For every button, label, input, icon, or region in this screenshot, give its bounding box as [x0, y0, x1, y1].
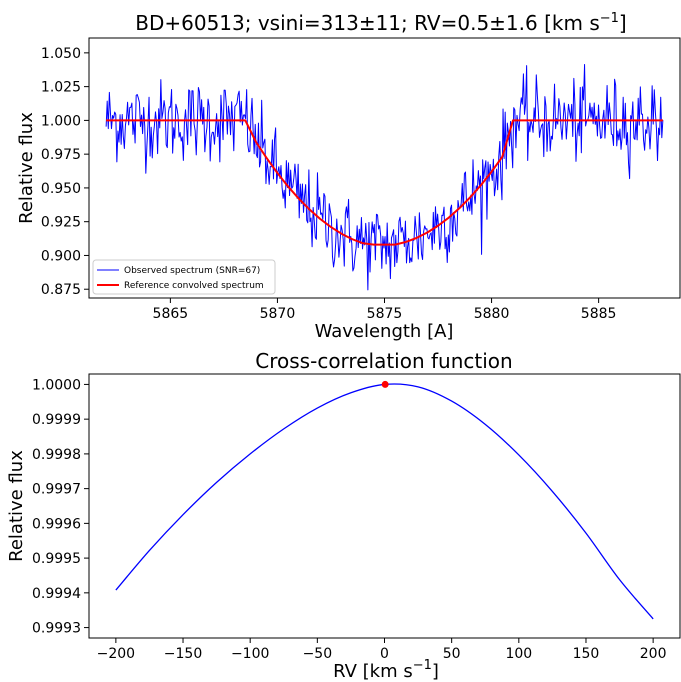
ccf-y-tick-label: 0.9993 [32, 621, 81, 637]
spectrum-y-tick-label: 0.875 [41, 282, 81, 298]
ccf-x-tick-label: 0 [380, 646, 389, 662]
ccf-x-axis-label: RV [km s−1] [333, 658, 439, 682]
spectrum-plot-area [105, 64, 664, 291]
ccf-y-tick-label: 0.9996 [32, 516, 81, 532]
spectrum-legend: Observed spectrum (SNR=67) Reference con… [92, 259, 276, 295]
ccf-y-tick-label: 0.9997 [32, 482, 81, 498]
spectrum-y-tick-label: 1.050 [41, 46, 81, 62]
ccf-peak-point [381, 380, 389, 388]
spectrum-axes-frame [88, 37, 681, 299]
ccf-ticks: −200 −150 −100 −50 0 50 100 150 200 0.9993 0.9994 0… [32, 377, 667, 662]
ccf-y-axis-label: Relative flux [6, 450, 27, 562]
spectrum-y-tick-label: 0.900 [41, 248, 81, 264]
ccf-x-tick-label: 200 [640, 646, 667, 662]
spectrum-x-tick-label: 5880 [474, 306, 510, 322]
ccf-x-tick-label: 50 [443, 646, 461, 662]
ccf-y-tick-label: 0.9994 [32, 586, 81, 602]
ccf-x-tick-label: −150 [164, 646, 202, 662]
ccf-x-tick-label: −200 [97, 646, 135, 662]
spectrum-x-tick-label: 5885 [581, 306, 617, 322]
ccf-panel: Cross-correlation function −200 −150 −100−… [6, 349, 681, 682]
spectrum-x-tick-label: 5870 [260, 306, 296, 322]
spectrum-title: BD+60513; vsini=313±11; RV=0.5±1.6 [km s… [135, 11, 626, 35]
spectrum-x-tick-label: 5865 [153, 306, 189, 322]
spectrum-series-line-0 [105, 64, 664, 291]
ccf-y-tick-label: 0.9999 [32, 412, 81, 428]
spectrum-y-tick-label: 0.950 [41, 181, 81, 197]
ccf-x-tick-label: 150 [573, 646, 600, 662]
spectrum-y-tick-label: 1.000 [41, 113, 81, 129]
ccf-x-tick-label: 100 [505, 646, 532, 662]
ccf-y-tick-label: 0.9998 [32, 447, 81, 463]
spectrum-panel: BD+60513; vsini=313±11; RV=0.5±1.6 [km s… [16, 11, 681, 342]
ccf-x-tick-label: −100 [231, 646, 269, 662]
legend-observed-label: Observed spectrum (SNR=67) [124, 266, 260, 276]
spectrum-x-tick-label: 5875 [367, 306, 403, 322]
legend-box [92, 259, 276, 295]
legend-reference-label: Reference convolved spectrum [124, 281, 264, 291]
spectrum-y-tick-label: 0.925 [41, 215, 81, 231]
ccf-y-tick-label: 0.9995 [32, 551, 81, 567]
spectrum-ticks: 5865 5870 5875 5880 5885 0.875 0.900 0.925 0.950… [41, 46, 617, 322]
spectrum-y-tick-label: 1.025 [41, 80, 81, 96]
spectrum-series-line-1 [106, 119, 663, 246]
ccf-axes-frame [88, 373, 681, 639]
ccf-title: Cross-correlation function [255, 349, 512, 373]
spectrum-y-tick-label: 0.975 [41, 147, 81, 163]
spectrum-x-axis-label: Wavelength [A] [315, 321, 454, 342]
ccf-plot-area [115, 380, 654, 620]
ccf-x-tick-label: −50 [303, 646, 333, 662]
ccf-y-tick-label: 1.0000 [32, 377, 81, 393]
spectrum-y-axis-label: Relative flux [16, 112, 37, 224]
